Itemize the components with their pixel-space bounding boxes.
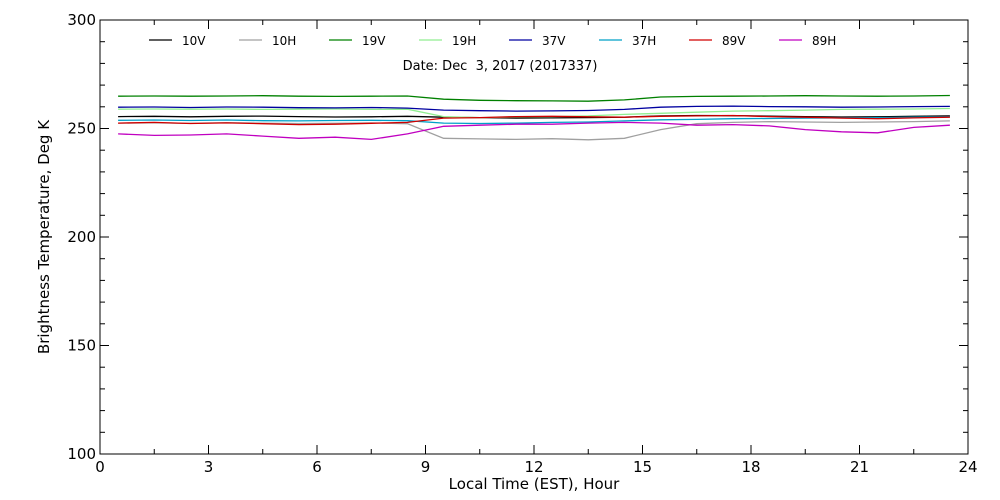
series-line-37h (118, 116, 950, 125)
y-tick-label: 200 (67, 228, 96, 246)
legend-label-89v: 89V (722, 34, 746, 48)
series-layer (118, 94, 950, 141)
tick-layer: 0 3 6 9 12 15 18 21 24 100 150 200 250 300 (67, 11, 977, 476)
series-line-19v (118, 94, 950, 102)
x-tick-label: 12 (524, 458, 543, 476)
x-axis-title: Local Time (EST), Hour (449, 475, 620, 493)
legend-label-37h: 37H (632, 34, 656, 48)
legend-label-37v: 37V (542, 34, 566, 48)
y-tick-label: 300 (67, 11, 96, 29)
series-line-10v (118, 114, 950, 119)
x-tick-label: 0 (95, 458, 105, 476)
x-tick-label: 9 (421, 458, 431, 476)
x-tick-label: 3 (204, 458, 214, 476)
legend-label-89h: 89H (812, 34, 836, 48)
x-tick-label: 24 (958, 458, 977, 476)
legend-label-10v: 10V (182, 34, 206, 48)
x-tick-label: 6 (312, 458, 322, 476)
plot-frame (99, 19, 969, 455)
legend: 10V 10H 19V 19H 37V 37H 89V 89H (149, 34, 836, 48)
legend-label-10h: 10H (272, 34, 296, 48)
y-tick-label: 150 (67, 337, 96, 355)
series-line-37v (118, 105, 950, 112)
x-tick-label: 21 (850, 458, 869, 476)
series-line-89h (118, 121, 950, 141)
y-tick-label: 250 (67, 120, 96, 138)
legend-label-19h: 19H (452, 34, 476, 48)
legend-label-19v: 19V (362, 34, 386, 48)
x-tick-label: 18 (741, 458, 760, 476)
series-line-89v (118, 114, 950, 126)
chart-title: Date: Dec 3, 2017 (2017337) (403, 59, 598, 74)
y-tick-label: 100 (67, 445, 96, 463)
x-tick-label: 15 (633, 458, 652, 476)
y-axis-title: Brightness Temperature, Deg K (35, 119, 53, 354)
